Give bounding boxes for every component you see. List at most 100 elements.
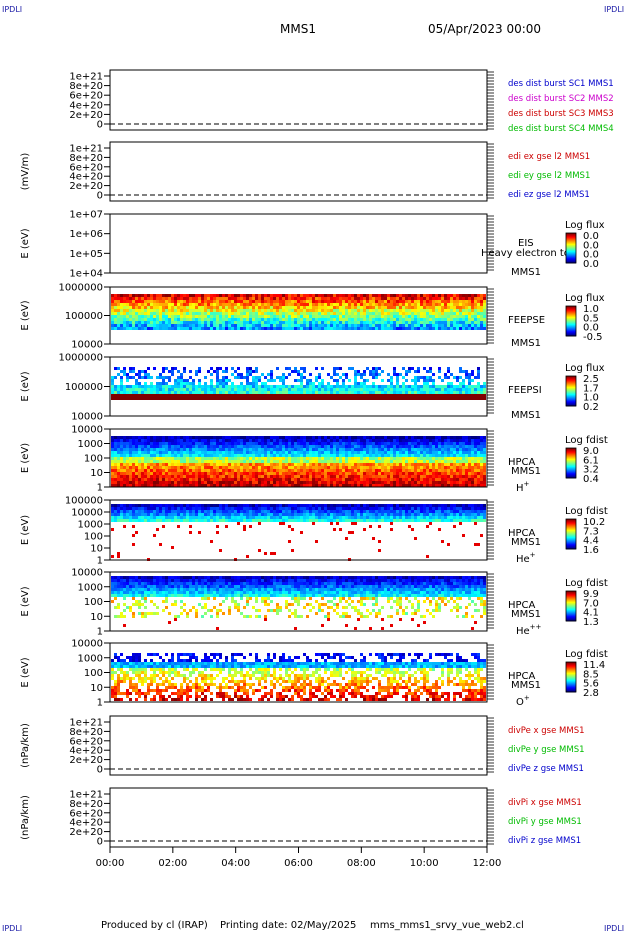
- heatmap-cell: [267, 481, 270, 484]
- heatmap-cell: [255, 478, 258, 481]
- heatmap-cell: [285, 445, 288, 448]
- heatmap-cell: [324, 460, 327, 463]
- heatmap-cell: [375, 306, 378, 309]
- heatmap-cell: [141, 370, 144, 373]
- heatmap-cell: [483, 481, 486, 484]
- heatmap-cell: [357, 327, 360, 330]
- heatmap-cell: [384, 312, 387, 315]
- heatmap-cell: [252, 382, 255, 385]
- heatmap-cell: [270, 370, 273, 373]
- heatmap-cell: [213, 370, 216, 373]
- heatmap-cell: [147, 448, 150, 451]
- heatmap-cell: [126, 397, 129, 400]
- heatmap-cell: [324, 327, 327, 330]
- heatmap-cell: [480, 436, 483, 439]
- heatmap-cell: [372, 466, 375, 469]
- heatmap-cell: [219, 394, 222, 397]
- heatmap-cell: [375, 318, 378, 321]
- colorbar-step: [566, 391, 576, 393]
- heatmap-cell: [306, 321, 309, 324]
- heatmap-cell: [252, 469, 255, 472]
- heatmap-cell: [396, 397, 399, 400]
- heatmap-cell: [132, 481, 135, 484]
- heatmap-cell: [387, 315, 390, 318]
- heatmap-cell: [261, 388, 264, 391]
- heatmap-cell: [474, 475, 477, 478]
- heatmap-cell: [468, 466, 471, 469]
- heatmap-cell: [297, 385, 300, 388]
- heatmap-cell: [288, 481, 291, 484]
- heatmap-cell: [114, 297, 117, 300]
- heatmap-cell: [363, 315, 366, 318]
- heatmap-cell: [114, 300, 117, 303]
- heatmap-cell: [390, 388, 393, 391]
- heatmap-cell: [402, 382, 405, 385]
- heatmap-cell: [123, 504, 126, 507]
- heatmap-cell: [408, 315, 411, 318]
- heatmap-cell: [468, 324, 471, 327]
- heatmap-cell: [378, 475, 381, 478]
- heatmap-cell: [387, 324, 390, 327]
- heatmap-cell: [312, 318, 315, 321]
- heatmap-cell: [249, 388, 252, 391]
- heatmap-cell: [114, 367, 117, 370]
- heatmap-cell: [204, 321, 207, 324]
- heatmap-cell: [117, 306, 120, 309]
- heatmap-cell: [471, 385, 474, 388]
- heatmap-cell: [348, 324, 351, 327]
- heatmap-cell: [285, 327, 288, 330]
- colorbar-step: [566, 473, 576, 475]
- heatmap-cell: [429, 478, 432, 481]
- heatmap-cell: [120, 442, 123, 445]
- heatmap-cell: [336, 385, 339, 388]
- heatmap-cell: [465, 469, 468, 472]
- heatmap-cell: [111, 382, 114, 385]
- heatmap-cell: [369, 466, 372, 469]
- heatmap-cell: [300, 466, 303, 469]
- heatmap-cell: [294, 445, 297, 448]
- heatmap-cell: [483, 436, 486, 439]
- heatmap-cell: [282, 442, 285, 445]
- heatmap-cell: [384, 315, 387, 318]
- heatmap-cell: [390, 312, 393, 315]
- heatmap-cell: [282, 385, 285, 388]
- heatmap-cell: [120, 504, 123, 507]
- heatmap-cell: [399, 327, 402, 330]
- heatmap-cell: [477, 445, 480, 448]
- heatmap-cell: [390, 445, 393, 448]
- heatmap-cell: [237, 466, 240, 469]
- heatmap-cell: [372, 460, 375, 463]
- heatmap-cell: [237, 481, 240, 484]
- heatmap-cell: [228, 445, 231, 448]
- heatmap-cell: [192, 324, 195, 327]
- heatmap-cell: [339, 478, 342, 481]
- heatmap-cell: [189, 318, 192, 321]
- heatmap-cell: [222, 376, 225, 379]
- heatmap-cell: [240, 306, 243, 309]
- heatmap-cell: [318, 484, 321, 487]
- heatmap-cell: [114, 442, 117, 445]
- heatmap-cell: [378, 391, 381, 394]
- heatmap-cell: [444, 391, 447, 394]
- colorbar-step: [566, 317, 576, 319]
- heatmap-cell: [471, 303, 474, 306]
- heatmap-cell: [450, 397, 453, 400]
- heatmap-cell: [351, 448, 354, 451]
- colorbar-step: [566, 235, 576, 237]
- heatmap-cell: [282, 318, 285, 321]
- heatmap-cell: [438, 321, 441, 324]
- heatmap-cell: [444, 481, 447, 484]
- heatmap-cell: [378, 460, 381, 463]
- heatmap-cell: [297, 318, 300, 321]
- heatmap-cell: [357, 445, 360, 448]
- heatmap-cell: [240, 472, 243, 475]
- heatmap-cell: [366, 385, 369, 388]
- heatmap-cell: [435, 454, 438, 457]
- heatmap-cell: [234, 454, 237, 457]
- heatmap-cell: [453, 469, 456, 472]
- heatmap-cell: [225, 466, 228, 469]
- heatmap-cell: [165, 309, 168, 312]
- heatmap-cell: [390, 294, 393, 297]
- heatmap-cell: [474, 472, 477, 475]
- heatmap-cell: [360, 391, 363, 394]
